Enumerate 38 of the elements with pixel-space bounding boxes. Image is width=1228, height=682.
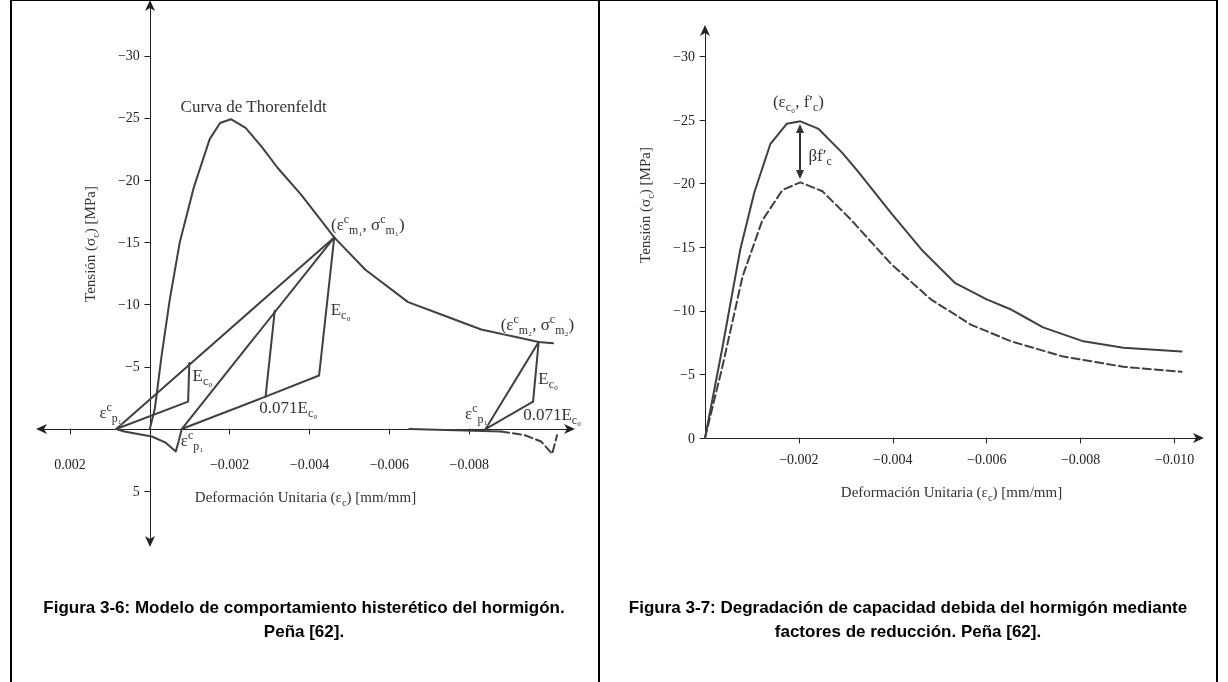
y-tick-label: −5 xyxy=(124,359,140,375)
x-tick-label: −0.010 xyxy=(1154,451,1195,467)
y-tick-label: −20 xyxy=(117,172,140,188)
annotation: E$_{c₀}$ xyxy=(538,369,559,392)
annotation: (ε$^{c}$$_{m₁}$, σ$^{c}$$_{m₁}$) xyxy=(331,212,405,238)
annotation: (ε$_{c₀}$, f′$_{c}$) xyxy=(772,92,824,115)
y-tick-label: −20 xyxy=(673,176,695,192)
y-tick-label: −5 xyxy=(680,366,695,382)
x-axis-title: Deformación Unitaria (ε$_{c}$) [mm/mm] xyxy=(840,483,1063,503)
x-tick-label: −0.004 xyxy=(289,456,330,472)
y-tick-label: −25 xyxy=(673,112,695,128)
x-tick-label: −0.004 xyxy=(873,451,913,467)
annotation: E$_{c₀}$ xyxy=(330,299,351,322)
y-tick-label: −10 xyxy=(117,297,140,313)
x-tick-label: 0.002 xyxy=(54,456,86,472)
annotation: (ε$^{c}$$_{m₂}$, σ$^{c}$$_{m₂}$) xyxy=(500,311,575,337)
y-tick-label: −30 xyxy=(117,48,140,64)
annotation: 0.071E$_{c₀}$ xyxy=(523,405,582,428)
x-tick-label: −0.002 xyxy=(209,456,250,472)
x-tick-label: −0.006 xyxy=(967,451,1007,467)
x-tick-label: −0.008 xyxy=(449,456,489,472)
text: Figura 3-6: Modelo de comportamiento histerético del hormigón. Peña [62]. xyxy=(42,597,566,643)
y-tick-label: −25 xyxy=(117,110,140,126)
x-tick-label: −0.002 xyxy=(779,451,819,467)
y-tick-label: 0 xyxy=(688,430,695,446)
x-tick-label: −0.008 xyxy=(1060,451,1101,467)
y-tick-label: −15 xyxy=(673,239,695,255)
annotation: 0.071E$_{c₀}$ xyxy=(259,397,318,421)
y-tick-label: −10 xyxy=(673,303,695,319)
annotation: Curva de Thorenfeldt xyxy=(180,96,327,117)
y-tick-label: −30 xyxy=(673,48,695,64)
y-tick-label: 5 xyxy=(132,483,140,499)
y-tick-label: −15 xyxy=(117,234,140,250)
text: Figura 3-7: Degradación de capacidad debida del hormigón mediante factores de reducción. Peña [62]. xyxy=(627,597,1189,643)
x-tick-label: −0.006 xyxy=(369,456,410,472)
annotation: βf′$_{c}$ xyxy=(808,145,832,169)
annotation: E$_{c₀}$ xyxy=(192,365,213,388)
x-axis-title: Deformación Unitaria (ε$_{c}$) [mm/mm] xyxy=(194,488,417,508)
